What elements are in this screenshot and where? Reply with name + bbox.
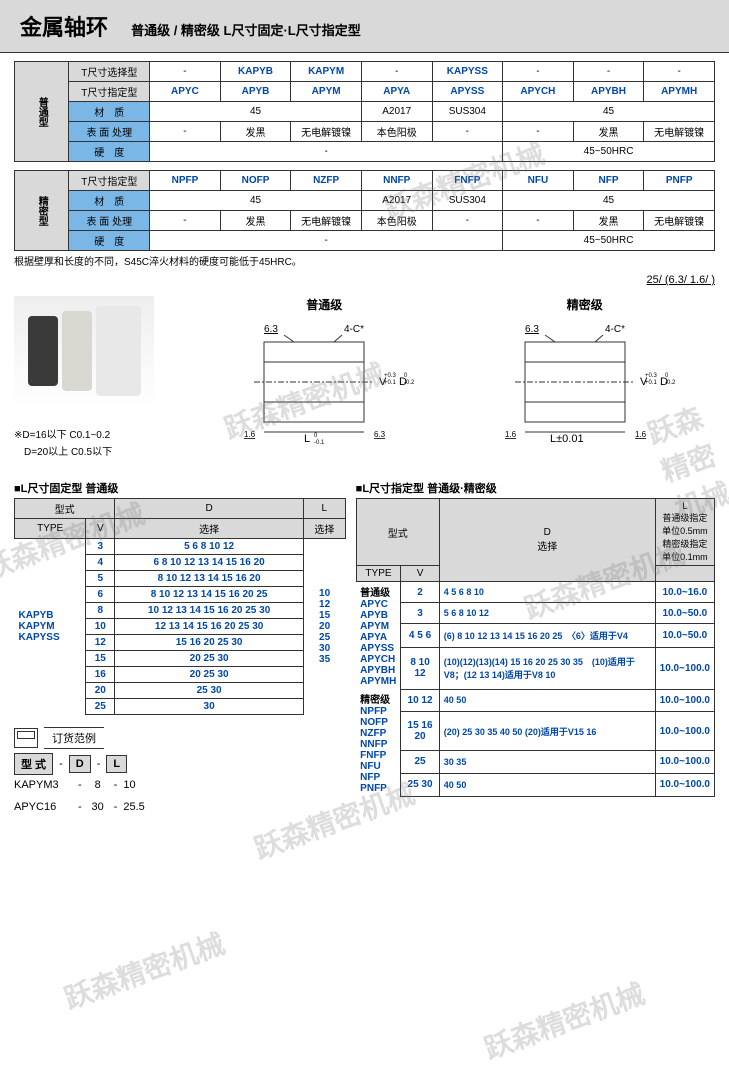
svg-text:1.6: 1.6: [635, 430, 647, 439]
svg-text:+0.1: +0.1: [645, 380, 658, 386]
spec-table-1: 普通型T尺寸选择型-KAPYBKAPYM-KAPYSS---T尺寸指定型APYC…: [14, 61, 715, 162]
left-table-title: ■L尺寸固定型 普通级: [14, 480, 346, 496]
doc-subtitle: 普通级 / 精密级 L尺寸固定·L尺寸指定型: [131, 23, 361, 38]
svg-text:+0.3: +0.3: [645, 373, 658, 379]
chamfer-note-1: ※D=16以下 C0.1~0.2: [14, 426, 194, 441]
right-dimension-table: 型式D选择L普通级指定单位0.5mm精密级指定单位0.1mmTYPEV普通级AP…: [356, 498, 715, 797]
chamfer-note-2: D=20以上 C0.5以下: [14, 443, 194, 458]
order-example: 订货范例 型 式- D- L KAPYM3- 8- 10 APYC16- 30-…: [14, 727, 346, 813]
svg-text:-0.1: -0.1: [314, 440, 325, 446]
svg-text:1.6: 1.6: [244, 430, 256, 439]
left-dimension-table: 型式DLTYPEV选择选择KAPYBKAPYMKAPYSS35 6 8 10 1…: [14, 498, 346, 715]
svg-text:6.3: 6.3: [374, 430, 386, 439]
svg-text:4-C*: 4-C*: [344, 324, 364, 335]
watermark: 跃森精密机械: [478, 972, 650, 1067]
right-table-title: ■L尺寸指定型 普通级·精密级: [356, 480, 715, 496]
svg-text:0: 0: [404, 373, 408, 379]
svg-text:1.6: 1.6: [505, 430, 517, 439]
diagram-standard: 普通级 6.3 4-C* V +0.3+0.1 D 0-0.2 L 0-0.1 …: [234, 296, 414, 460]
surface-finish-symbol: 25/ (6.3/ 1.6/ ): [14, 274, 715, 286]
spec-table-2: 精密型T尺寸指定型NPFPNOFPNZFPNNFPFNFPNFUNFPPNFP材…: [14, 170, 715, 251]
diagram-precision: 精密级 6.3 4-C* V +0.3+0.1 D 0-0.2 L±0.01 1…: [495, 296, 675, 460]
watermark: 跃森精密机械: [58, 922, 230, 1017]
hardness-note: 根据壁厚和长度的不同，S45C淬火材料的硬度可能低于45HRC。: [14, 253, 715, 268]
svg-text:6.3: 6.3: [264, 324, 278, 335]
svg-text:6.3: 6.3: [525, 324, 539, 335]
svg-text:0: 0: [665, 373, 669, 379]
doc-title: 金属轴环: [20, 10, 108, 42]
svg-text:0: 0: [314, 433, 318, 439]
page-header: 金属轴环 普通级 / 精密级 L尺寸固定·L尺寸指定型: [0, 0, 729, 53]
product-photo: [14, 296, 154, 406]
svg-text:L±0.01: L±0.01: [550, 433, 584, 445]
product-photo-area: ※D=16以下 C0.1~0.2 D=20以上 C0.5以下: [14, 296, 194, 458]
svg-text:-0.2: -0.2: [665, 380, 675, 386]
svg-text:-0.2: -0.2: [404, 380, 414, 386]
fax-icon: [14, 728, 38, 748]
svg-text:+0.1: +0.1: [384, 380, 397, 386]
svg-text:4-C*: 4-C*: [605, 324, 625, 335]
svg-text:+0.3: +0.3: [384, 373, 397, 379]
svg-text:L: L: [304, 433, 310, 445]
